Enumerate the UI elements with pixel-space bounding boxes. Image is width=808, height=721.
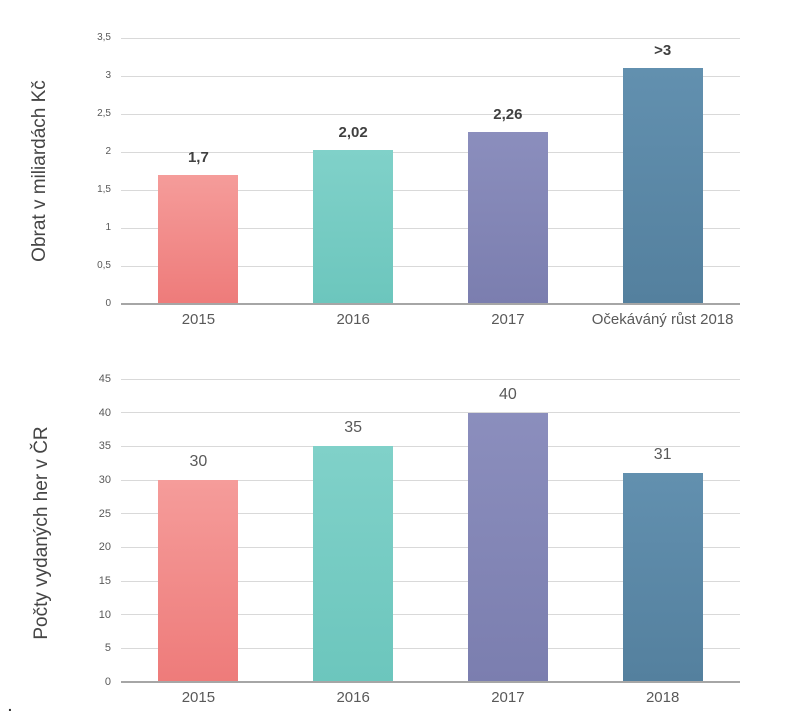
bar-2016 xyxy=(313,150,394,304)
y-gridline xyxy=(121,37,740,39)
y-gridline xyxy=(121,546,740,548)
bar-2015 xyxy=(158,174,239,304)
bar-value-label: 40 xyxy=(498,385,517,403)
bar-value-label: 30 xyxy=(189,453,208,470)
y-tick-label: 30 xyxy=(98,474,111,486)
y-tick-label: 20 xyxy=(98,541,111,554)
x-category-label: 2017 xyxy=(491,689,525,706)
bar-2017 xyxy=(467,412,548,682)
y-tick-label: 45 xyxy=(98,373,111,385)
y-tick-label: 0,5 xyxy=(97,260,111,271)
y-gridline xyxy=(121,151,740,153)
y-tick-label: 5 xyxy=(104,642,111,655)
x-category-label: 2018 xyxy=(645,689,680,706)
x-category-label: Očekáváný růst 2018 xyxy=(591,311,734,328)
bar-value-label: 35 xyxy=(344,419,363,437)
y-tick-label: 0 xyxy=(104,676,111,688)
bar-2018 xyxy=(622,473,703,682)
y-gridline xyxy=(121,445,740,447)
x-category-label: 2015 xyxy=(181,689,216,706)
y-tick-label: 40 xyxy=(98,406,111,419)
bar-2016 xyxy=(313,446,394,682)
y-gridline xyxy=(121,113,740,115)
bar-value-label: 1,7 xyxy=(187,148,209,166)
y-gridline xyxy=(121,227,740,229)
y-tick-label: 2,5 xyxy=(97,108,111,119)
x-axis-line xyxy=(121,303,740,305)
y-tick-label: 35 xyxy=(98,440,111,453)
bar-2017 xyxy=(467,132,548,304)
y-tick-label: 2 xyxy=(105,146,111,157)
bar-value-label: >3 xyxy=(654,42,672,60)
y-gridline xyxy=(121,614,740,616)
x-axis-line xyxy=(121,681,740,683)
y-gridline xyxy=(121,513,740,515)
y-tick-label: 25 xyxy=(98,507,111,520)
x-category-label: 2016 xyxy=(336,689,370,706)
bar-2015 xyxy=(158,480,239,682)
y-gridline xyxy=(121,75,740,77)
y-gridline xyxy=(121,265,740,267)
y-gridline xyxy=(121,647,740,649)
y-gridline xyxy=(121,412,740,414)
caption-period: . xyxy=(8,698,12,714)
x-category-label: 2017 xyxy=(491,311,525,328)
y-gridline xyxy=(121,189,740,191)
y-tick-label: 15 xyxy=(98,575,111,587)
bar-value-label: 2,26 xyxy=(493,106,523,124)
bar-Očekáváný růst 2018 xyxy=(622,68,703,304)
bar-value-label: 31 xyxy=(653,446,672,464)
bar-value-label: 2,02 xyxy=(338,124,368,142)
x-category-label: 2015 xyxy=(181,311,216,328)
y-tick-label: 3 xyxy=(105,70,111,81)
y-gridline xyxy=(121,479,740,481)
y-gridline xyxy=(121,580,740,582)
y-gridline xyxy=(121,378,740,380)
y-tick-label: 1 xyxy=(105,222,111,233)
y-tick-label: 1,5 xyxy=(97,184,111,195)
y-tick-label: 10 xyxy=(98,608,111,621)
y-tick-label: 0 xyxy=(105,298,111,309)
x-category-label: 2016 xyxy=(336,311,370,328)
y-tick-label: 3,5 xyxy=(97,32,111,43)
